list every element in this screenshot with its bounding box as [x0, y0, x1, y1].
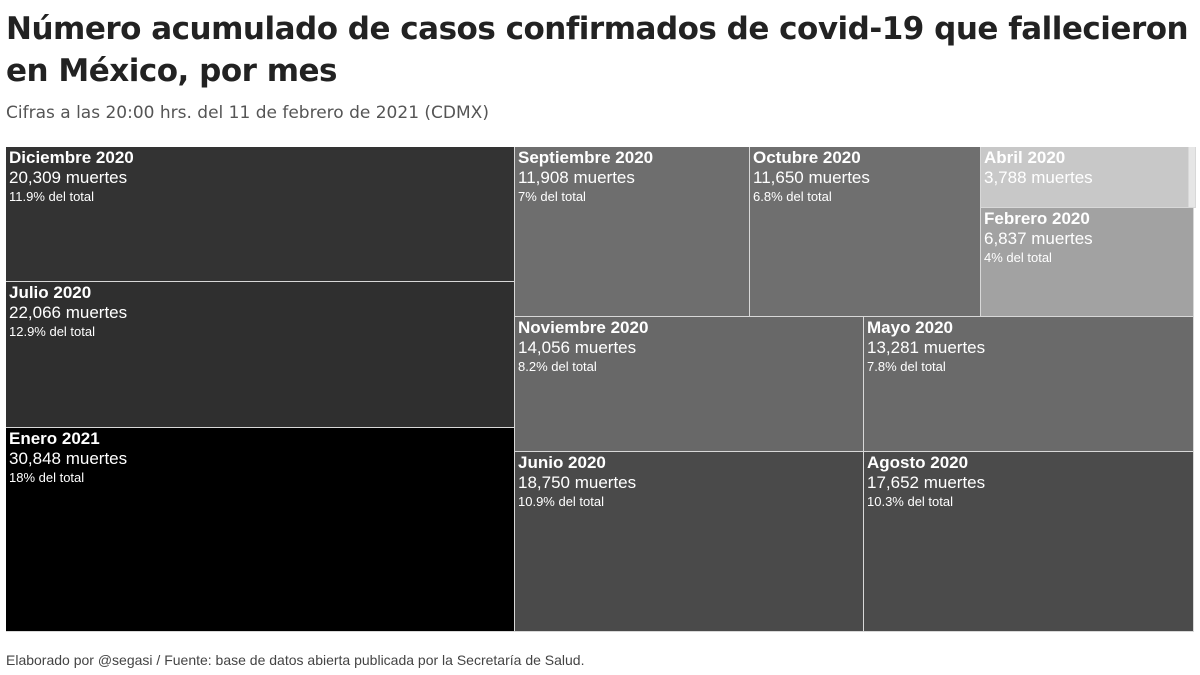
chart-subtitle: Cifras a las 20:00 hrs. del 11 de febrer… — [6, 103, 489, 123]
cell-share: 12.9% del total — [9, 324, 96, 339]
treemap-cell-noviembre-2020: Noviembre 2020 14,056 muertes 8.2% del tot… — [515, 317, 864, 452]
treemap-cell-mayo-2020: Mayo 2020 13,281 muertes 7.8% del total — [864, 317, 1194, 452]
cell-label: Junio 2020 — [518, 453, 606, 472]
cell-label: Septiembre 2020 — [518, 148, 654, 167]
cell-value: 14,056 muertes — [518, 338, 637, 357]
source-note: Elaborado por @segasi / Fuente: base de … — [6, 652, 585, 668]
cell-label: Octubre 2020 — [753, 148, 861, 167]
cell-label: Abril 2020 — [984, 148, 1066, 167]
cell-share: 18% del total — [9, 470, 85, 485]
treemap-chart: Diciembre 2020 20,309 muertes 11.9% del to… — [6, 147, 1196, 632]
cell-share: 4% del total — [984, 250, 1052, 265]
cell-value: 18,750 muertes — [518, 473, 637, 492]
cell-share: 7% del total — [518, 189, 586, 204]
cell-share: 10.3% del total — [867, 494, 954, 509]
cell-label: Enero 2021 — [9, 429, 100, 448]
treemap-cell-octubre-2020: Octubre 2020 11,650 muertes 6.8% del total — [750, 147, 981, 317]
treemap-cell-julio-2020: Julio 2020 22,066 muertes 12.9% del total — [6, 282, 515, 428]
treemap-cell-enero-2021: Enero 2021 30,848 muertes 18% del total — [6, 428, 515, 632]
cell-value: 30,848 muertes — [9, 449, 128, 468]
cell-value: 17,652 muertes — [867, 473, 986, 492]
treemap-cell-febrero-2020: Febrero 2020 6,837 muertes 4% del total — [981, 208, 1194, 317]
cell-value: 6,837 muertes — [984, 229, 1093, 248]
treemap-cell-junio-2020: Junio 2020 18,750 muertes 10.9% del total — [515, 452, 864, 632]
cell-label: Mayo 2020 — [867, 318, 953, 337]
treemap-cell-sliver — [1189, 147, 1196, 208]
cell-value: 11,650 muertes — [753, 168, 870, 187]
cell-share: 8.2% del total — [518, 359, 597, 374]
cell-share: 6.8% del total — [753, 189, 832, 204]
cell-label: Julio 2020 — [9, 283, 92, 302]
treemap-cell-agosto-2020: Agosto 2020 17,652 muertes 10.3% del total — [864, 452, 1194, 632]
chart-title: Número acumulado de casos confirmados de… — [6, 11, 1189, 89]
treemap-cell-septiembre-2020: Septiembre 2020 11,908 muertes 7% del tota… — [515, 147, 750, 317]
treemap-cell-abril-2020: Abril 2020 3,788 muertes — [981, 147, 1189, 208]
cell-value: 22,066 muertes — [9, 303, 128, 322]
cell-share: 10.9% del total — [518, 494, 605, 509]
cell-label: Febrero 2020 — [984, 209, 1090, 228]
cell-value: 20,309 muertes — [9, 168, 128, 187]
treemap-cell-diciembre-2020: Diciembre 2020 20,309 muertes 11.9% del to… — [6, 147, 515, 282]
cell-label: Diciembre 2020 — [9, 148, 134, 167]
cell-label: Agosto 2020 — [867, 453, 969, 472]
cell-value: 3,788 muertes — [984, 168, 1093, 187]
cell-value: 11,908 muertes — [518, 168, 635, 187]
cell-label: Noviembre 2020 — [518, 318, 649, 337]
cell-share: 11.9% del total — [9, 189, 95, 204]
cell-share: 7.8% del total — [867, 359, 946, 374]
cell-value: 13,281 muertes — [867, 338, 986, 357]
